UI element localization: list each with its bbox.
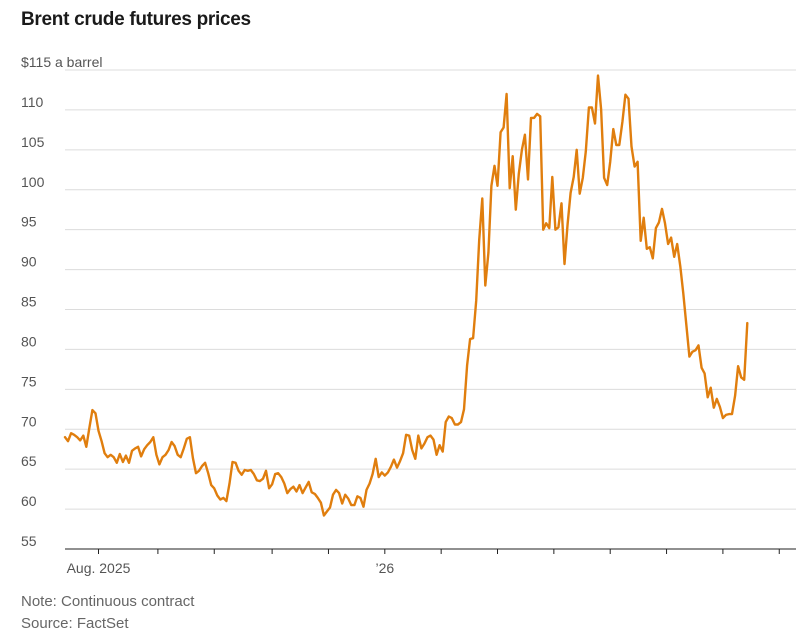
y-tick-label-55: 55	[21, 533, 37, 549]
y-tick-label-65: 65	[21, 453, 37, 469]
chart-note: Note: Continuous contract	[21, 593, 195, 610]
gridlines	[65, 69, 796, 510]
y-tick-label-100: 100	[21, 174, 45, 190]
y-tick-label-85: 85	[21, 294, 37, 310]
chart-title: Brent crude futures prices	[21, 9, 251, 30]
y-tick-label-105: 105	[21, 134, 45, 150]
y-tick-label-60: 60	[21, 493, 37, 509]
series-line-0	[63, 74, 749, 517]
y-axis-tick-labels: 55 60 65 70 75 80 85 90 95 100 105 110 $115 a barrel	[21, 54, 102, 549]
y-tick-label-75: 75	[21, 373, 37, 389]
chart-source: Source: FactSet	[21, 615, 129, 632]
x-tick-label-1: ’26	[375, 560, 394, 576]
y-tick-label-70: 70	[21, 413, 37, 429]
series-layer	[63, 74, 749, 517]
y-tick-label-90: 90	[21, 254, 37, 270]
x-axis: Aug. 2025 ’26	[65, 548, 796, 576]
x-tick-label-0: Aug. 2025	[67, 560, 131, 576]
y-tick-label-95: 95	[21, 214, 37, 230]
y-tick-label-115: $115 a barrel	[21, 54, 102, 70]
y-tick-label-80: 80	[21, 333, 37, 349]
y-tick-label-110: 110	[21, 94, 44, 110]
